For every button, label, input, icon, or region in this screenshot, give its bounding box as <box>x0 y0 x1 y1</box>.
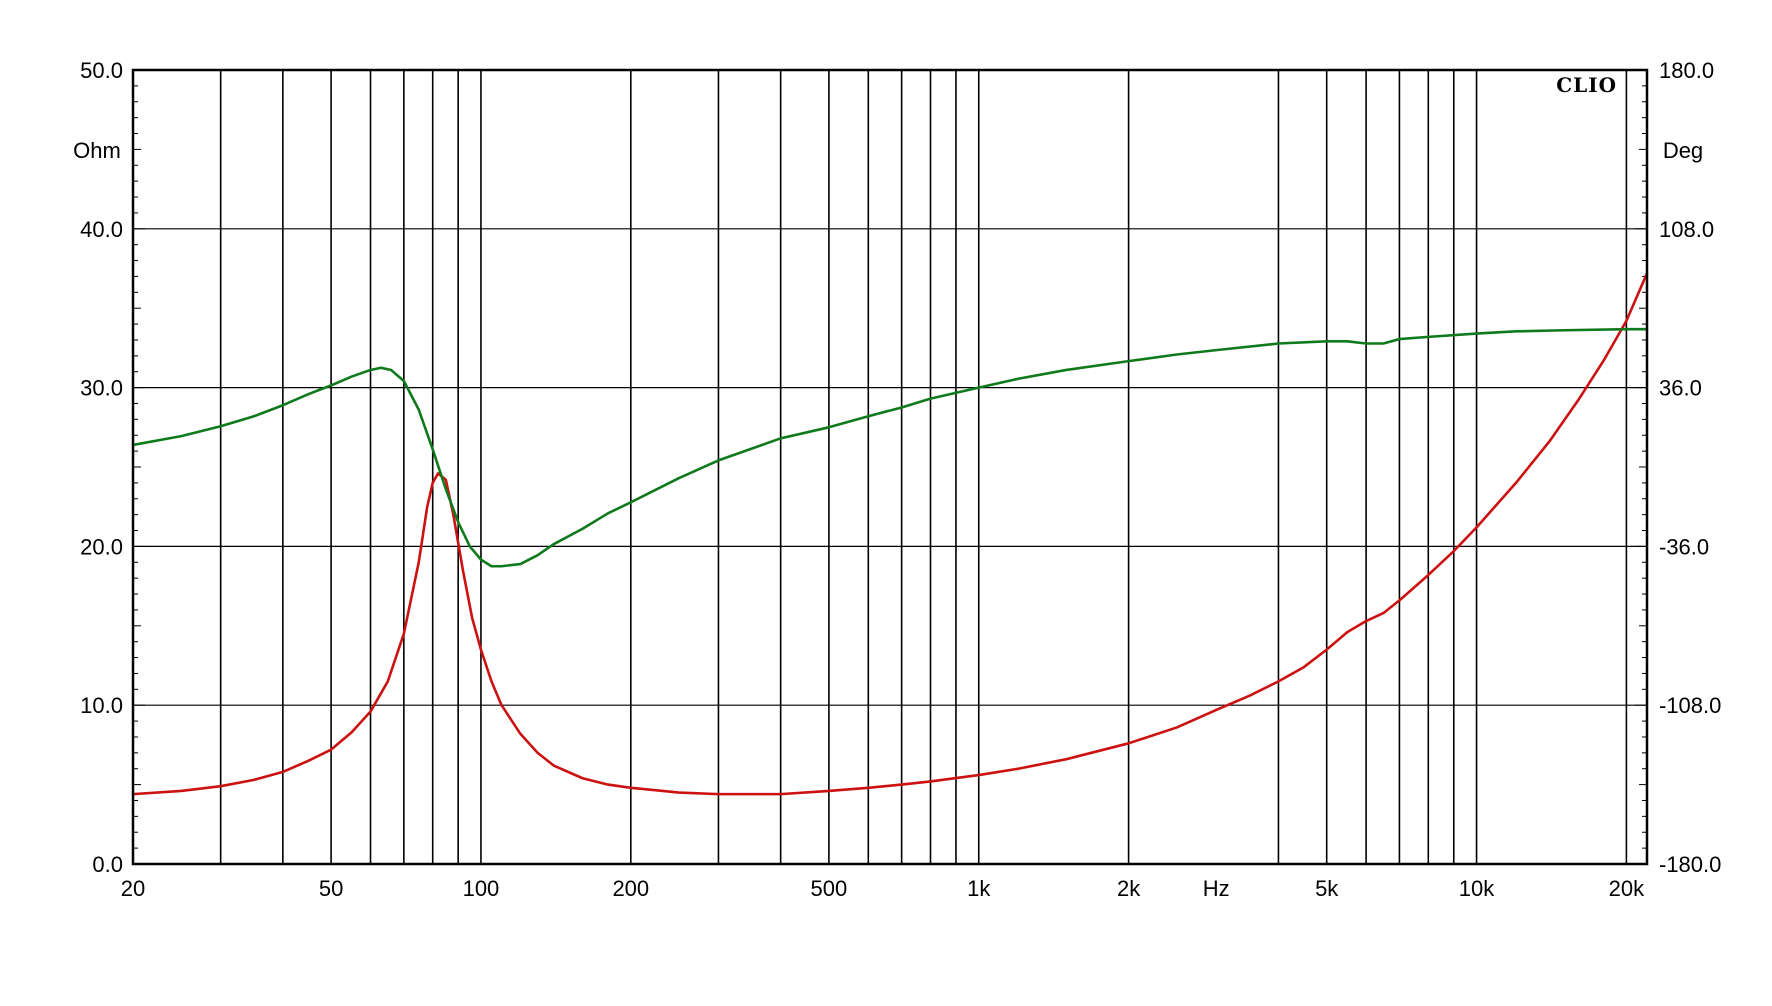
x-tick-label: 100 <box>463 876 500 901</box>
plot-frame <box>131 68 1649 866</box>
x-tick-label: 500 <box>811 876 848 901</box>
y-left-unit-label: Ohm <box>73 138 121 163</box>
y-left-tick-label: 20.0 <box>80 534 123 559</box>
x-tick-label: 10k <box>1459 876 1495 901</box>
x-tick-label: 2k <box>1117 876 1141 901</box>
y-right-tick-label: -108.0 <box>1659 693 1721 718</box>
y-right-tick-label: -36.0 <box>1659 534 1709 559</box>
x-tick-label: 20k <box>1609 876 1645 901</box>
y-right-tick-label: 180.0 <box>1659 58 1714 83</box>
x-unit-label: Hz <box>1203 876 1230 901</box>
x-tick-label: 5k <box>1315 876 1339 901</box>
y-left-tick-label: 0.0 <box>92 852 123 877</box>
label-layer: CLIO Ohm Deg Hz 20 50 100 200 500 1k 2k 5k 10k 20… <box>73 58 1721 901</box>
y-left-tick-label: 10.0 <box>80 693 123 718</box>
x-tick-label: 200 <box>612 876 649 901</box>
brand-label: CLIO <box>1556 73 1617 97</box>
x-tick-label: 20 <box>121 876 145 901</box>
y-left-tick-label: 30.0 <box>80 376 123 401</box>
y-left-tick-label: 40.0 <box>80 217 123 242</box>
y-right-unit-label: Deg <box>1663 138 1703 163</box>
x-tick-label: 1k <box>967 876 991 901</box>
series-line-impedance <box>131 271 1649 796</box>
grid-layer <box>133 69 1647 865</box>
y-right-tick-label: 36.0 <box>1659 376 1702 401</box>
x-tick-label: 50 <box>319 876 343 901</box>
y-right-tick-label: 108.0 <box>1659 217 1714 242</box>
y-right-tick-label: -180.0 <box>1659 852 1721 877</box>
series-layer <box>131 271 1649 796</box>
series-line-phase <box>131 327 1649 568</box>
y-left-tick-label: 50.0 <box>80 58 123 83</box>
